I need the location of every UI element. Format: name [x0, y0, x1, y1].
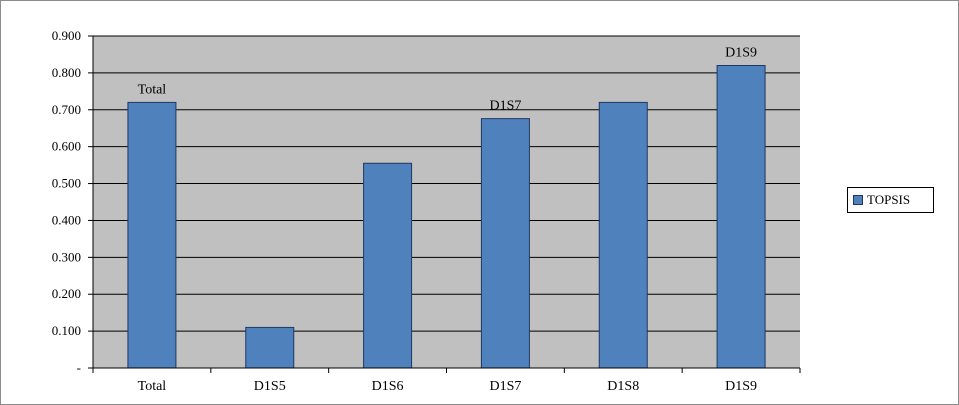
x-tick-label: D1S7: [489, 379, 521, 394]
data-label: D1S7: [489, 99, 521, 114]
x-tick-label: D1S6: [372, 379, 404, 394]
x-tick-label: Total: [138, 379, 167, 394]
legend: TOPSIS: [847, 187, 934, 213]
bar-d1s8: [598, 101, 648, 369]
x-tick-labels: Total D1S5 D1S6 D1S7 D1S8 D1S9: [138, 379, 757, 394]
bar-total: [127, 101, 177, 369]
bars: [127, 65, 766, 369]
data-labels: Total D1S7 D1S9: [138, 46, 757, 114]
x-tick-label: D1S5: [254, 379, 286, 394]
gridlines: [93, 35, 800, 332]
y-tick-label: 0.700: [52, 102, 81, 117]
axes: [88, 35, 801, 373]
bar-d1s5: [245, 326, 295, 369]
legend-swatch: [853, 195, 863, 205]
legend-label: TOPSIS: [867, 192, 911, 207]
y-tick-label: 0.300: [52, 249, 81, 264]
x-tick-label: D1S8: [607, 379, 639, 394]
data-label: Total: [138, 82, 167, 97]
y-tick-label: 0.500: [52, 176, 81, 191]
x-tick-label: D1S9: [725, 379, 757, 394]
bar-d1s9: [716, 65, 766, 369]
y-tick-label: 0.900: [52, 28, 81, 43]
y-tick-label: -: [77, 360, 81, 375]
data-label: D1S9: [725, 46, 757, 61]
y-tick-label: 0.200: [52, 286, 81, 301]
bar-d1s7: [480, 118, 530, 369]
y-tick-label: 0.100: [52, 323, 81, 338]
y-tick-label: 0.800: [52, 65, 81, 80]
y-tick-labels: - 0.100 0.200 0.300 0.400 0.500 0.600 0.700 0.80…: [52, 28, 81, 375]
plot-area: [93, 36, 800, 368]
bar-d1s6: [363, 162, 413, 369]
y-tick-label: 0.600: [52, 139, 81, 154]
y-tick-label: 0.400: [52, 212, 81, 227]
